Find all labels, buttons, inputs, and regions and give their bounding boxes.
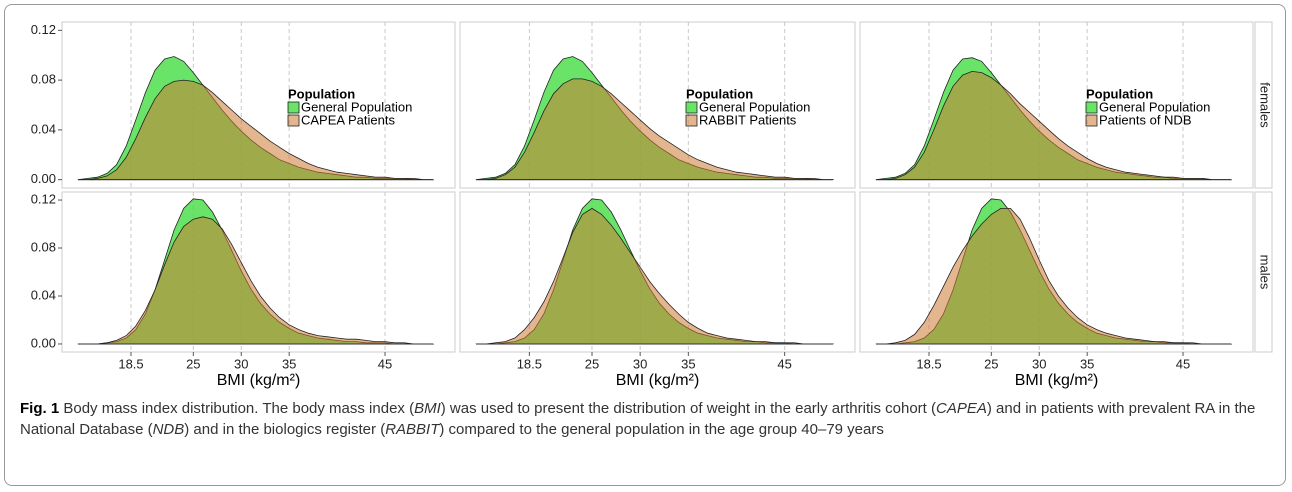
x-tick-label: 25 — [984, 356, 998, 371]
x-tick-label: 25 — [186, 356, 200, 371]
x-tick-label: 18.5 — [118, 356, 143, 371]
caption-text: ) and in the biologics register ( — [184, 421, 386, 438]
x-tick-label: 30 — [234, 356, 248, 371]
figure-frame — [4, 4, 1286, 486]
x-tick-label: 35 — [282, 356, 296, 371]
legend-swatch — [287, 114, 300, 127]
density-area — [77, 216, 435, 345]
legend-swatch — [685, 101, 698, 114]
y-tick-label: 0.08 — [31, 72, 56, 87]
facet-label: females — [1258, 82, 1273, 128]
legend-swatch — [685, 114, 698, 127]
legend-title: Population — [1086, 86, 1153, 101]
density-area — [77, 79, 435, 181]
density-area — [475, 78, 834, 181]
legend-title: Population — [288, 86, 355, 101]
x-tick-label: 45 — [777, 356, 791, 371]
caption-abbrev: RABBIT — [385, 421, 440, 438]
caption-text: Body mass index distribution. The body m… — [63, 400, 415, 417]
facet-strip — [1254, 191, 1273, 353]
facet-strip — [1254, 21, 1273, 189]
legend-label: General Population — [1099, 99, 1210, 114]
legend-label: General Population — [301, 99, 412, 114]
caption-abbrev: NDB — [152, 421, 185, 438]
x-tick-label: 30 — [633, 356, 647, 371]
y-tick-label: 0.04 — [31, 287, 56, 302]
caption-label: Fig. 1 — [20, 400, 60, 417]
legend-label: CAPEA Patients — [301, 112, 395, 127]
y-tick-label: 0.12 — [31, 191, 56, 206]
legend-title: Population — [686, 86, 753, 101]
legend-label: General Population — [699, 99, 810, 114]
legend-swatch — [287, 101, 300, 114]
x-tick-label: 25 — [585, 356, 599, 371]
y-tick-label: 0.04 — [31, 121, 56, 136]
y-tick-label: 0.12 — [31, 22, 56, 37]
caption-abbrev: BMI — [414, 400, 441, 417]
x-tick-label: 30 — [1032, 356, 1046, 371]
y-tick-label: 0.08 — [31, 239, 56, 254]
legend-label: Patients of NDB — [1099, 112, 1192, 127]
caption-text: ) and in patients with prevalent RA in t… — [20, 400, 1256, 438]
caption-abbrev: CAPEA — [936, 400, 987, 417]
legend-label: RABBIT Patients — [699, 112, 797, 127]
x-tick-label: 18.5 — [916, 356, 941, 371]
caption-body: Body mass index distribution. The body m… — [20, 400, 1255, 438]
x-tick-label: 45 — [378, 356, 392, 371]
density-area — [475, 207, 834, 345]
facet-label: males — [1258, 255, 1273, 290]
x-axis-label: BMI (kg/m²) — [616, 372, 700, 389]
density-area — [875, 208, 1233, 345]
x-tick-label: 45 — [1176, 356, 1190, 371]
x-tick-label: 18.5 — [517, 356, 542, 371]
x-tick-label: 35 — [1080, 356, 1094, 371]
y-tick-label: 0.00 — [31, 171, 56, 186]
caption-text: ) was used to present the distribution o… — [440, 400, 936, 417]
legend-swatch — [1085, 101, 1098, 114]
x-axis-label: BMI (kg/m²) — [217, 372, 301, 389]
density-area — [875, 70, 1233, 181]
legend-swatch — [1085, 114, 1098, 127]
y-tick-label: 0.00 — [31, 335, 56, 350]
x-tick-label: 35 — [681, 356, 695, 371]
caption: Fig. 1 Body mass index distribution. The… — [20, 398, 1270, 440]
x-axis-label: BMI (kg/m²) — [1015, 372, 1099, 389]
caption-text: ) compared to the general population in … — [439, 421, 884, 438]
